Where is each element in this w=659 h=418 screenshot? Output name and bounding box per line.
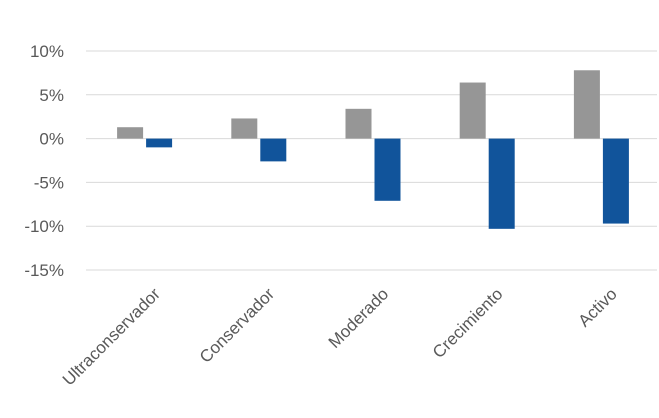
bar-series2-crecimiento — [488, 138, 515, 229]
bars — [117, 70, 629, 229]
y-tick-label: -15% — [24, 261, 64, 280]
bar-series1-moderado — [345, 108, 372, 139]
bar-series2-conservador — [260, 138, 287, 162]
x-tick-label: Moderado — [325, 284, 393, 352]
x-axis: Ultraconservador Conservador Moderado Creci… — [59, 284, 621, 389]
bar-series2-ultraconservador — [146, 138, 173, 148]
x-tick-label: Activo — [575, 284, 621, 330]
gridlines — [86, 50, 657, 271]
bar-series2-activo — [602, 138, 629, 224]
bar-series1-conservador — [231, 118, 258, 139]
bar-series1-ultraconservador — [117, 127, 144, 139]
y-axis: 10% 5% 0% -5% -10% -15% — [24, 42, 64, 280]
x-tick-label: Conservador — [196, 284, 278, 366]
y-tick-label: -5% — [34, 173, 64, 192]
x-tick-label: Crecimiento — [429, 284, 507, 362]
y-tick-label: -10% — [24, 217, 64, 236]
bar-series1-activo — [573, 70, 600, 139]
y-tick-label: 5% — [39, 86, 64, 105]
bar-series2-moderado — [374, 138, 401, 201]
y-tick-label: 10% — [30, 42, 64, 61]
x-tick-label: Ultraconservador — [59, 284, 164, 389]
bar-series1-crecimiento — [459, 82, 486, 139]
y-tick-label: 0% — [39, 130, 64, 149]
